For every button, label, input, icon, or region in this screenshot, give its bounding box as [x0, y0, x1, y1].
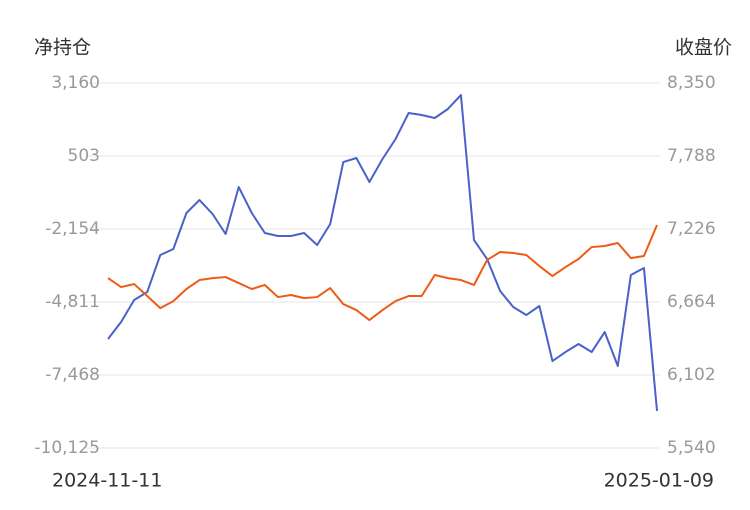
y-tick-label: -2,154 [45, 219, 100, 239]
x-tick-label: 2025-01-09 [604, 470, 714, 492]
line-series [107, 94, 658, 412]
y2-tick-label: 6,102 [667, 365, 716, 385]
y2-tick-label: 5,540 [667, 438, 716, 458]
y2-tick-label: 8,350 [667, 73, 716, 93]
y2-tick-label: 7,226 [667, 219, 716, 239]
x-tick-label: 2024-11-11 [52, 470, 162, 492]
y2-axis-title: 收盘价 [675, 37, 732, 59]
y-tick-label: 3,160 [51, 73, 100, 93]
y-tick-label: 503 [68, 146, 100, 166]
y2-tick-label: 6,664 [667, 292, 716, 312]
y-axis-title: 净持仓 [34, 37, 91, 59]
y2-tick-label: 7,788 [667, 146, 716, 166]
y-tick-label: -7,468 [45, 365, 100, 385]
y-tick-label: -10,125 [34, 438, 100, 458]
line-series [107, 224, 658, 322]
y-tick-label: -4,811 [45, 292, 100, 312]
